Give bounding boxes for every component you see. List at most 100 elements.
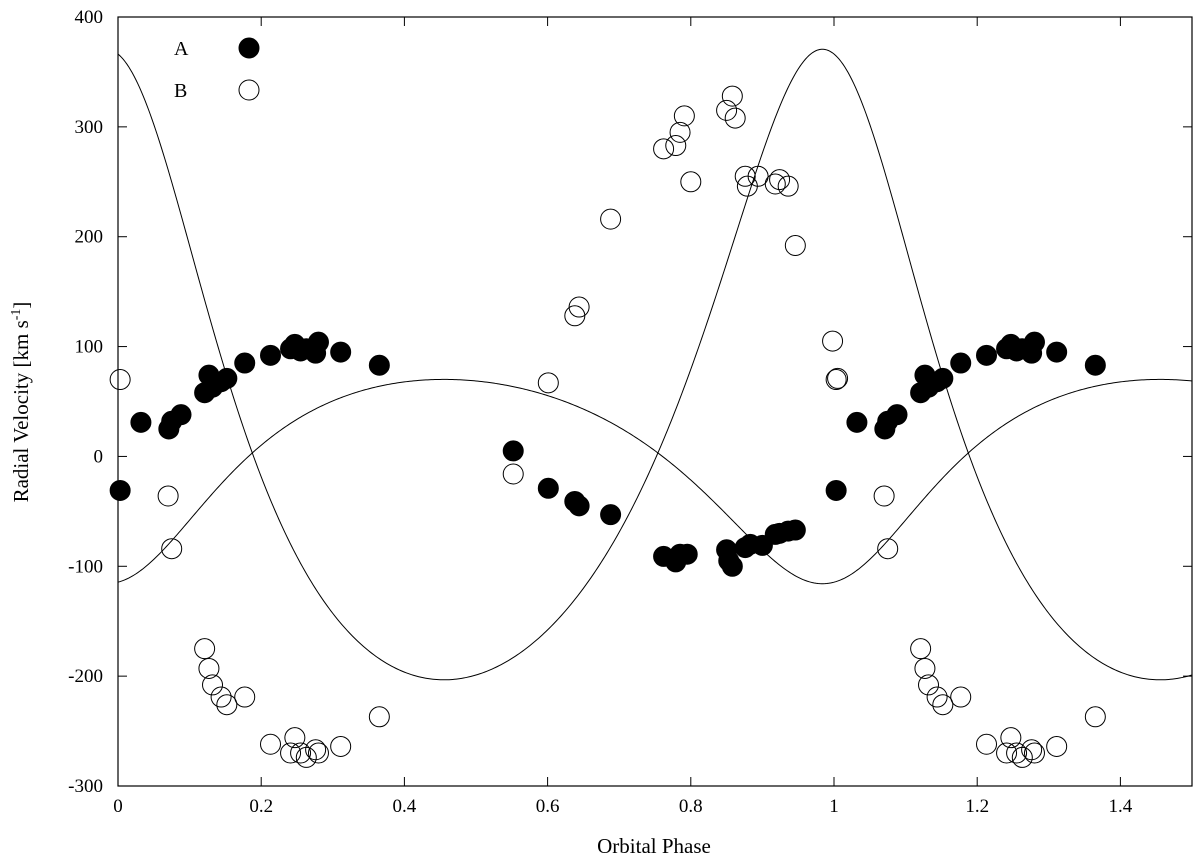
data-point-a <box>1046 341 1068 363</box>
data-point-b <box>290 742 312 764</box>
data-point-a <box>846 411 868 433</box>
data-point-b <box>932 694 954 716</box>
data-point-b <box>1006 742 1028 764</box>
data-point-a <box>1084 354 1106 376</box>
data-point-b <box>502 463 524 485</box>
data-point-b <box>307 742 329 764</box>
fit-curves <box>118 48 1192 681</box>
data-point-b <box>330 735 352 757</box>
data-point-b <box>825 369 847 391</box>
data-point-b <box>202 674 224 696</box>
data-point-b <box>665 135 687 157</box>
data-point-b <box>260 733 282 755</box>
data-point-b <box>161 538 183 560</box>
data-point-b <box>764 173 786 195</box>
y-axis-label-bracket: ] <box>9 302 33 309</box>
legend: A B <box>174 37 260 102</box>
data-point-b <box>910 638 932 660</box>
legend-marker-a <box>238 37 260 59</box>
y-tick-label: 100 <box>75 337 104 358</box>
y-tick-label: 200 <box>75 227 104 248</box>
data-point-b <box>673 105 695 127</box>
data-point-b <box>918 674 940 696</box>
data-point-a <box>568 495 590 517</box>
data-point-a <box>825 479 847 501</box>
data-point-b <box>210 686 232 708</box>
data-point-a <box>676 543 698 565</box>
data-point-a <box>368 354 390 376</box>
legend-label-a: A <box>174 38 189 60</box>
legend-marker-b <box>238 79 260 101</box>
x-tick-label: 0.6 <box>536 796 560 817</box>
data-point-a <box>784 519 806 541</box>
data-point-b <box>996 742 1018 764</box>
data-point-b <box>600 208 622 230</box>
data-point-a <box>886 404 908 426</box>
y-tick-label: -300 <box>68 776 103 797</box>
series-b-points <box>109 85 1106 768</box>
data-point-b <box>368 706 390 728</box>
data-point-b <box>877 538 899 560</box>
data-point-b <box>1023 742 1045 764</box>
data-point-b <box>976 733 998 755</box>
data-point-b <box>724 107 746 129</box>
axis-ticks: 0 0.2 0.4 0.6 0.8 1 1.2 1.4 -300 -200 -100 0 100 200 3… <box>68 7 1192 817</box>
data-point-b <box>216 694 238 716</box>
x-tick-label: 0.2 <box>249 796 273 817</box>
data-point-a <box>130 411 152 433</box>
data-point-a <box>330 341 352 363</box>
data-point-b <box>1046 735 1068 757</box>
data-point-b <box>747 165 769 187</box>
data-point-b <box>1021 739 1043 761</box>
data-point-a <box>307 331 329 353</box>
y-axis-label-superscript: -1 <box>9 309 24 321</box>
fit-curve-a <box>118 378 1192 585</box>
y-axis-label: Radial Velocity [km s-1] <box>9 302 33 503</box>
y-tick-label: -100 <box>68 556 103 577</box>
y-tick-label: 300 <box>75 117 104 138</box>
data-point-b <box>716 99 738 121</box>
y-tick-label: 400 <box>75 7 104 28</box>
data-point-b <box>822 330 844 352</box>
data-point-a <box>721 555 743 577</box>
y-axis-label-main: Radial Velocity [km s <box>9 320 33 502</box>
fit-curve-b <box>118 48 1192 681</box>
data-point-b <box>653 138 675 160</box>
data-point-b <box>568 296 590 318</box>
plot-frame <box>117 16 1193 787</box>
data-point-b <box>777 175 799 197</box>
data-point-b <box>198 657 220 679</box>
legend-label-b: B <box>174 80 187 102</box>
data-point-b <box>721 85 743 107</box>
data-point-a <box>216 367 238 389</box>
data-point-b <box>1000 727 1022 749</box>
x-tick-label: 0 <box>113 796 123 817</box>
x-tick-label: 1.2 <box>965 796 989 817</box>
data-point-a <box>1023 331 1045 353</box>
data-point-b <box>234 686 256 708</box>
data-point-a <box>932 367 954 389</box>
data-point-a <box>502 440 524 462</box>
data-point-b <box>914 657 936 679</box>
data-point-a <box>170 404 192 426</box>
y-tick-label: 0 <box>94 446 104 467</box>
data-point-b <box>157 485 179 507</box>
data-point-a <box>109 479 131 501</box>
data-point-a <box>234 352 256 374</box>
data-point-b <box>873 485 895 507</box>
data-point-b <box>284 727 306 749</box>
x-tick-label: 0.4 <box>393 796 417 817</box>
data-point-a <box>260 344 282 366</box>
data-point-a <box>537 477 559 499</box>
data-point-b <box>734 165 756 187</box>
series-a-points <box>109 331 1106 577</box>
data-point-b <box>827 367 849 389</box>
data-point-a <box>976 344 998 366</box>
x-tick-label: 1.4 <box>1109 796 1133 817</box>
data-point-a <box>950 352 972 374</box>
x-tick-label: 1 <box>829 796 839 817</box>
data-point-b <box>680 171 702 193</box>
x-tick-label: 0.8 <box>679 796 703 817</box>
